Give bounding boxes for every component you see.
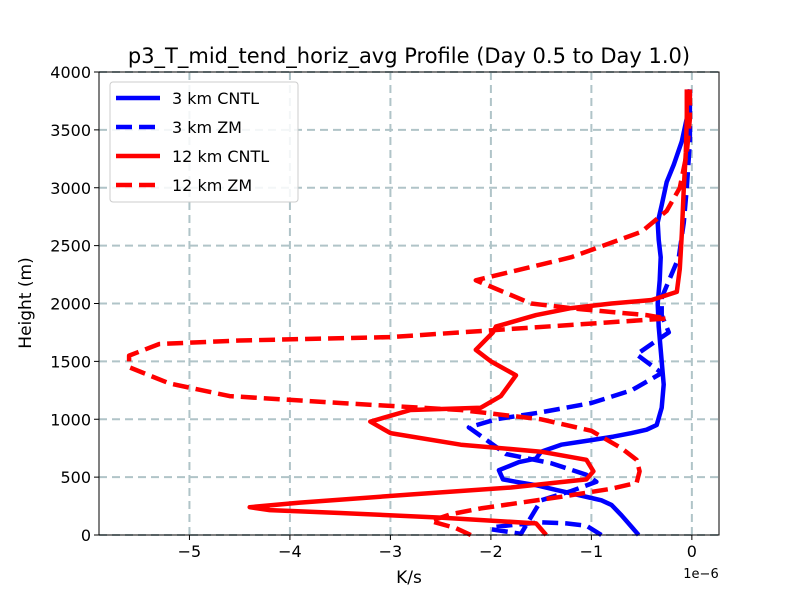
y-axis-ticks: 0 500 1000 1500 2000 2500 3000 3500 4000 [50,63,99,545]
legend-label: 12 km CNTL [172,147,269,166]
x-axis-ticks: −5 −4 −3 −2 −1 0 [178,535,697,561]
y-tick-label: 2000 [50,295,91,314]
y-tick-label: 2500 [50,237,91,256]
x-tick-label: −3 [379,542,403,561]
series-line-1 [466,89,693,537]
legend: 3 km CNTL 3 km ZM 12 km CNTL 12 km ZM [109,81,299,203]
y-tick-label: 3000 [50,179,91,198]
legend-box [109,81,299,203]
legend-label: 3 km CNTL [172,89,259,108]
y-tick-label: 3500 [50,121,91,140]
legend-label: 3 km ZM [172,118,242,137]
y-tick-label: 0 [81,526,91,545]
series-lines [126,89,693,538]
x-tick-label: −5 [178,542,202,561]
y-tick-label: 1500 [50,352,91,371]
y-axis-label: Height (m) [16,257,36,348]
x-tick-label: −4 [278,542,302,561]
series-line-2 [247,89,690,537]
x-tick-label: 0 [687,542,697,561]
x-axis-multiplier: 1e−6 [683,567,718,582]
x-tick-label: −1 [580,542,604,561]
y-tick-label: 4000 [50,63,91,82]
chart-title: p3_T_mid_tend_horiz_avg Profile (Day 0.5… [128,44,690,69]
y-tick-label: 1000 [50,410,91,429]
x-axis-label: K/s [396,568,422,588]
x-tick-label: −2 [479,542,503,561]
legend-label: 12 km ZM [172,176,252,195]
y-tick-label: 500 [60,468,91,487]
series-line-3 [126,89,693,538]
